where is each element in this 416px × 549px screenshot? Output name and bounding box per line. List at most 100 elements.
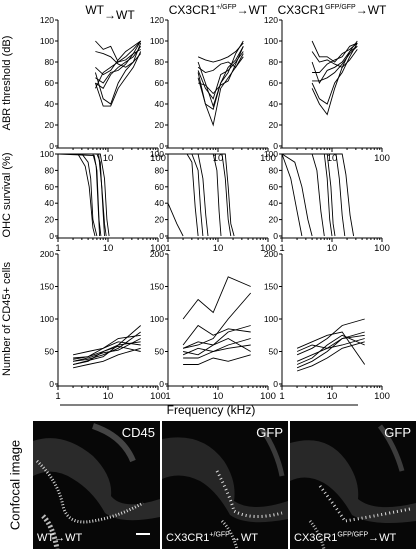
series-line	[95, 40, 141, 76]
confocal-panel-gfp-het: GFP CX3CR1+/GFP→WT	[162, 421, 288, 549]
x-tick-label: 100	[374, 153, 390, 164]
y-tick-label: 0	[273, 379, 278, 389]
x-tick-label: 1	[279, 391, 284, 402]
series-line	[296, 331, 365, 352]
y-tick-label: 40	[269, 198, 279, 208]
y-tick-label: 100	[264, 314, 278, 324]
y-tick-label: 40	[155, 198, 165, 208]
microscopy-image	[290, 424, 416, 549]
series-line	[183, 292, 252, 349]
x-tick-label: 10	[213, 153, 224, 164]
x-tick-label: 100	[260, 391, 276, 402]
y-tick-label: 0	[159, 141, 164, 151]
x-tick-label: 1	[279, 243, 284, 254]
y-tick-label: 100	[150, 36, 164, 46]
y-tick-label: 150	[150, 282, 164, 292]
series-line	[72, 341, 141, 365]
y-tick-label: 40	[45, 99, 55, 109]
series-line	[281, 153, 313, 237]
x-tick-label: 100	[374, 243, 390, 254]
y-tick-label: 60	[269, 182, 279, 192]
series-line	[197, 40, 244, 108]
confocal-panel-gfp-hom: GFP CX3CR1GFP/GFP→WT	[290, 421, 416, 549]
y-tick-label: 150	[40, 282, 54, 292]
x-axis-label: Frequency (kHz)	[167, 403, 256, 417]
y-tick-label: 200	[264, 249, 278, 259]
panel-corner-label: GFP	[256, 425, 283, 440]
series-line	[183, 344, 251, 359]
x-tick-label: 100	[150, 243, 166, 254]
y-tick-label: 100	[40, 149, 54, 159]
series-line	[168, 153, 204, 237]
y-tick-label: 60	[269, 78, 279, 88]
series-line	[182, 337, 251, 352]
y-tick-label: 80	[45, 165, 55, 175]
x-tick-label: 100	[374, 391, 390, 402]
series-line	[94, 51, 142, 107]
column-title: CX3CR1+/GFP→WT	[169, 3, 268, 17]
confocal-panel-cd45: CD45 WT→WT	[33, 421, 160, 549]
x-tick-label: 100	[150, 153, 166, 164]
y-tick-label: 100	[40, 314, 54, 324]
panel-genotype-label: WT→WT	[37, 532, 83, 544]
panel-corner-label: GFP	[384, 425, 411, 440]
chart-panel: 0 20 40 60 80 100 120 10 100	[40, 15, 166, 164]
x-tick-label: 100	[260, 243, 276, 254]
confocal-row-label-text: Confocal image	[7, 439, 23, 530]
series-line	[282, 153, 346, 237]
series-line	[168, 153, 199, 237]
x-tick-label: 10	[213, 391, 224, 402]
x-tick-label: 10	[327, 391, 338, 402]
series-line	[296, 334, 365, 365]
y-tick-label: 0	[159, 231, 164, 241]
series-line	[168, 153, 235, 237]
panel-genotype-label: CX3CR1GFP/GFP→WT	[294, 531, 397, 544]
series-line	[311, 40, 358, 85]
y-tick-label: 120	[150, 15, 164, 25]
panel-genotype-label: CX3CR1+/GFP→WT	[166, 531, 258, 544]
series-line	[282, 153, 355, 237]
series-line	[311, 49, 358, 68]
x-tick-label: 10	[327, 153, 338, 164]
y-tick-label: 0	[159, 379, 164, 389]
scale-bar	[136, 533, 150, 535]
y-tick-label: 60	[155, 182, 165, 192]
series-line	[95, 40, 142, 63]
chart-panel: 0 50 100 150 200 1 10 100	[40, 249, 166, 402]
y-tick-label: 0	[49, 141, 54, 151]
series-line	[197, 42, 244, 63]
chart-panel: 0 50 100 150 200 1 10 100	[150, 249, 276, 402]
y-tick-label: 100	[150, 149, 164, 159]
y-axis-label: ABR threshold (dB)	[1, 36, 13, 131]
x-tick-label: 1	[165, 391, 170, 402]
x-tick-label: 1	[55, 243, 60, 254]
series-line	[73, 345, 141, 360]
series-line	[58, 153, 101, 237]
x-tick-label: 10	[103, 391, 114, 402]
series-line	[94, 40, 142, 89]
y-tick-label: 80	[269, 165, 279, 175]
series-line	[57, 153, 102, 237]
series-line	[183, 354, 251, 365]
series-line	[197, 53, 244, 73]
series-line	[58, 153, 110, 237]
y-tick-label: 0	[49, 231, 54, 241]
x-tick-label: 10	[327, 243, 338, 254]
y-tick-label: 200	[40, 249, 54, 259]
column-title: CX3CR1GFP/GFP→WT	[278, 3, 387, 17]
y-tick-label: 0	[49, 379, 54, 389]
series-line	[58, 153, 98, 237]
y-tick-label: 50	[155, 347, 165, 357]
y-tick-label: 200	[150, 249, 164, 259]
series-line	[95, 46, 142, 89]
y-tick-label: 80	[155, 165, 165, 175]
y-tick-label: 40	[45, 198, 55, 208]
microscopy-image	[162, 427, 288, 549]
x-tick-label: 1	[55, 391, 60, 402]
x-tick-label: 100	[260, 153, 276, 164]
y-tick-label: 20	[155, 120, 165, 130]
x-tick-label: 10	[213, 243, 224, 254]
